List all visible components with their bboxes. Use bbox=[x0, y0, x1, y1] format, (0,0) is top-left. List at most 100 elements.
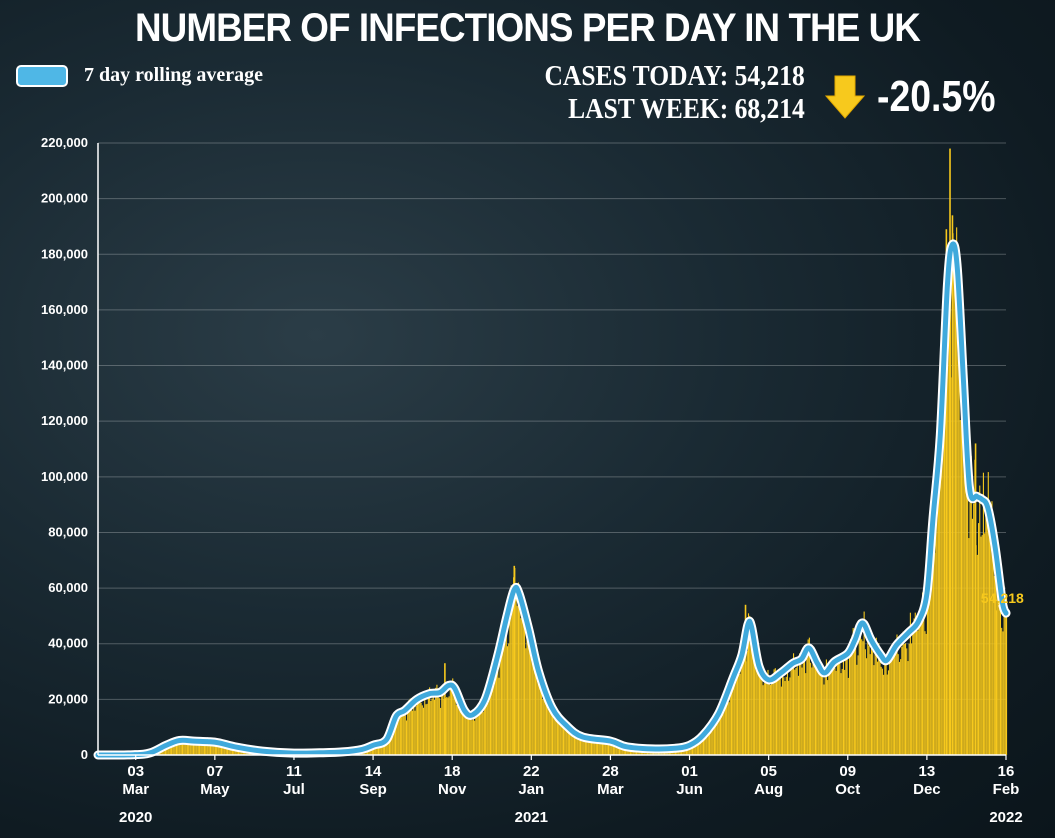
daily-bar bbox=[426, 703, 428, 755]
daily-bar bbox=[381, 743, 383, 755]
daily-bar bbox=[754, 660, 756, 755]
x-tick-day: 18 bbox=[444, 763, 461, 780]
daily-bar bbox=[550, 706, 552, 755]
daily-bar bbox=[605, 740, 607, 755]
daily-bar bbox=[452, 678, 454, 755]
daily-bar bbox=[863, 611, 865, 755]
daily-bar bbox=[855, 628, 857, 755]
daily-bar bbox=[699, 735, 701, 755]
daily-bar bbox=[711, 730, 713, 755]
daily-bar bbox=[566, 730, 568, 755]
daily-bar bbox=[780, 686, 782, 755]
daily-bar bbox=[560, 723, 562, 755]
daily-bar bbox=[991, 501, 993, 755]
daily-bar bbox=[953, 240, 955, 755]
x-tick-month: Dec bbox=[913, 781, 941, 798]
x-tick-month: Nov bbox=[438, 781, 467, 798]
legend-swatch bbox=[16, 64, 68, 87]
daily-bar bbox=[922, 592, 924, 755]
daily-bar bbox=[934, 552, 936, 755]
daily-bar bbox=[537, 673, 539, 755]
daily-bar bbox=[450, 688, 453, 755]
y-tick-label: 80,000 bbox=[48, 524, 88, 539]
daily-bar bbox=[848, 652, 851, 755]
daily-bar bbox=[548, 704, 550, 755]
daily-bar bbox=[906, 648, 908, 755]
daily-bar bbox=[850, 639, 852, 755]
daily-bar bbox=[802, 659, 804, 755]
daily-bar bbox=[515, 592, 517, 755]
y-tick-label: 100,000 bbox=[41, 469, 88, 484]
daily-bar bbox=[420, 702, 422, 755]
daily-bar bbox=[760, 672, 762, 755]
daily-bar bbox=[481, 711, 483, 755]
daily-bar bbox=[401, 714, 403, 755]
daily-bar bbox=[791, 660, 793, 755]
daily-bar bbox=[765, 679, 767, 755]
daily-bar bbox=[864, 649, 866, 755]
legend-label: 7 day rolling average bbox=[84, 64, 264, 86]
daily-bar bbox=[862, 641, 864, 755]
daily-bar bbox=[504, 608, 506, 755]
daily-bar bbox=[717, 711, 719, 755]
daily-bar bbox=[964, 411, 966, 755]
daily-bar bbox=[768, 681, 770, 755]
daily-bar bbox=[794, 669, 796, 755]
daily-bar bbox=[219, 743, 221, 755]
daily-bar bbox=[919, 617, 921, 755]
daily-bar bbox=[581, 735, 583, 755]
daily-bar bbox=[968, 538, 970, 755]
daily-bar bbox=[500, 644, 502, 755]
daily-bar bbox=[702, 736, 705, 755]
daily-bar bbox=[525, 648, 527, 755]
daily-bar bbox=[814, 662, 817, 755]
daily-bar bbox=[172, 742, 174, 755]
daily-bar bbox=[810, 662, 812, 755]
daily-bar bbox=[469, 711, 471, 755]
daily-bar bbox=[695, 742, 697, 755]
daily-bar bbox=[609, 741, 611, 755]
daily-bar bbox=[999, 583, 1002, 755]
daily-bar bbox=[486, 703, 488, 755]
y-tick-label: 180,000 bbox=[41, 246, 88, 261]
x-tick-month: Feb bbox=[993, 781, 1020, 798]
daily-bar bbox=[396, 723, 398, 755]
daily-bar bbox=[806, 657, 808, 755]
daily-bar bbox=[795, 668, 797, 755]
daily-bar bbox=[177, 742, 179, 755]
daily-bar bbox=[822, 671, 824, 755]
daily-bar bbox=[421, 705, 423, 755]
daily-bar bbox=[805, 673, 807, 755]
daily-bar bbox=[376, 744, 378, 755]
daily-bar bbox=[230, 746, 232, 755]
daily-bar-spike bbox=[949, 148, 951, 755]
change-value: -20.5% bbox=[877, 72, 996, 121]
daily-bar bbox=[475, 709, 477, 755]
daily-bar bbox=[883, 674, 885, 755]
daily-bar bbox=[705, 733, 707, 755]
daily-bar bbox=[886, 674, 888, 755]
daily-bar bbox=[398, 711, 400, 755]
daily-bar bbox=[538, 662, 540, 755]
daily-bar bbox=[544, 682, 546, 755]
daily-bar bbox=[817, 658, 819, 755]
daily-bar bbox=[511, 608, 513, 755]
daily-bar bbox=[213, 741, 215, 755]
daily-bar bbox=[441, 691, 443, 755]
daily-bar bbox=[1006, 593, 1008, 755]
daily-bar bbox=[621, 746, 623, 755]
daily-bar bbox=[618, 744, 621, 755]
daily-bar bbox=[931, 512, 933, 755]
x-tick-month: Jul bbox=[283, 781, 305, 798]
daily-bar bbox=[402, 713, 404, 755]
y-axis: 0 20,000 40,000 60,000 80,000 100,000 120,000 1… bbox=[41, 135, 99, 762]
daily-bar bbox=[447, 697, 449, 755]
daily-bar bbox=[185, 740, 187, 755]
daily-bar bbox=[988, 525, 991, 755]
daily-bar bbox=[962, 303, 964, 755]
daily-bar bbox=[842, 655, 844, 755]
daily-bar bbox=[840, 673, 842, 755]
daily-bar bbox=[724, 704, 726, 755]
daily-bar bbox=[884, 654, 886, 755]
daily-bar bbox=[693, 744, 695, 755]
